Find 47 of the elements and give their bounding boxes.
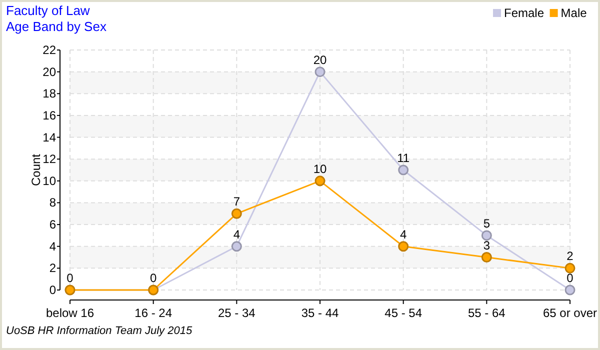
x-tick-label: 16 - 24 xyxy=(134,306,172,320)
x-tick-label: 35 - 44 xyxy=(301,306,340,320)
x-tick-label: 45 - 54 xyxy=(384,306,422,320)
y-tick-label: 10 xyxy=(42,174,56,188)
point xyxy=(314,176,326,186)
x-tick-label: 55 - 64 xyxy=(468,306,506,320)
point xyxy=(564,262,576,274)
x-tick-label: 25 - 34 xyxy=(218,306,256,320)
point xyxy=(481,230,492,241)
point xyxy=(231,208,242,219)
y-tick-label: 12 xyxy=(42,152,56,166)
data-label: 0 xyxy=(566,271,574,285)
chart-subtitle: Age Band by Sex xyxy=(6,19,107,34)
data-label: 7 xyxy=(233,194,240,209)
data-label: 0 xyxy=(150,271,157,285)
legend-label: Male xyxy=(560,6,588,20)
data-label: 5 xyxy=(483,216,490,230)
y-tick-label: 2 xyxy=(49,261,56,276)
point xyxy=(314,66,326,78)
y-tick-label: 8 xyxy=(49,196,56,210)
y-tick-label: 20 xyxy=(42,64,56,79)
y-tick-label: 18 xyxy=(42,86,56,101)
data-label: 11 xyxy=(397,151,410,165)
data-label: 3 xyxy=(483,238,490,252)
x-tick-label: below 16 xyxy=(46,306,94,320)
data-label: 2 xyxy=(566,249,574,264)
data-label: 0 xyxy=(66,271,74,285)
y-tick-label: 16 xyxy=(42,108,56,122)
y-tick-label: 0 xyxy=(49,283,56,297)
data-label: 10 xyxy=(313,162,327,176)
data-label: 20 xyxy=(313,52,327,67)
point xyxy=(481,252,492,263)
point xyxy=(398,241,409,252)
point xyxy=(398,164,409,176)
y-axis-title: Count xyxy=(29,153,43,186)
y-tick-label: 14 xyxy=(42,130,56,144)
chart-title: Faculty of Law xyxy=(6,3,90,18)
legend-label: Female xyxy=(504,6,544,20)
data-label: 4 xyxy=(400,227,407,242)
text: UoSB HR Information Team July 2015 xyxy=(6,325,193,337)
y-tick-label: 4 xyxy=(49,239,56,254)
y-tick-label: 22 xyxy=(42,43,56,57)
data-label: 4 xyxy=(233,227,240,242)
y-tick-label: 6 xyxy=(49,218,56,232)
x-tick-label: 65 or over xyxy=(542,306,598,320)
point xyxy=(231,241,242,252)
point xyxy=(564,284,576,296)
